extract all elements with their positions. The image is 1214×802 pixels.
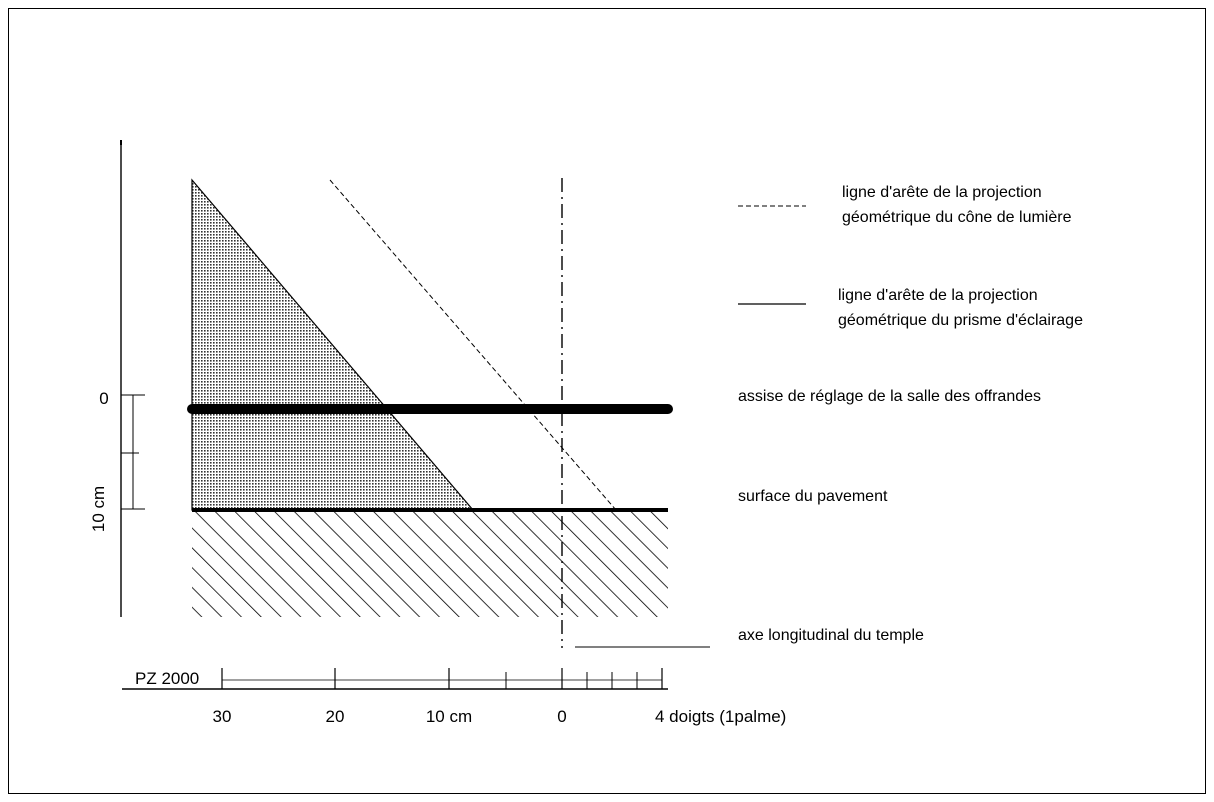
figure-frame xyxy=(8,8,1206,794)
vertical-scale-label-10cm: 10 cm xyxy=(89,486,108,532)
vertical-scale-label-0: 0 xyxy=(99,389,108,408)
legend-solid-text-1: ligne d'arête de la projection xyxy=(838,287,1038,304)
scale-caption: PZ 2000 xyxy=(135,669,199,688)
light-prism-wedge xyxy=(191,178,475,511)
vertical-scale xyxy=(121,394,145,510)
legend-dashed-text-2: géométrique du cône de lumière xyxy=(842,209,1072,226)
scale-tick-10cm: 10 cm xyxy=(426,707,472,726)
legend-pavement: surface du pavement xyxy=(738,488,888,505)
legend-temple-axis: axe longitudinal du temple xyxy=(738,627,924,644)
scale-tick-20: 20 xyxy=(326,707,345,726)
scale-tick-0: 0 xyxy=(557,707,566,726)
legend-solid-text-2: géométrique du prisme d'éclairage xyxy=(838,312,1083,329)
scale-tick-palm: 4 doigts (1palme) xyxy=(655,707,786,726)
light-cone-dashed-line xyxy=(329,179,617,511)
ground-hatched-area xyxy=(192,510,668,617)
horizontal-scale xyxy=(122,668,668,690)
legend-offering-course: assise de réglage de la salle des offran… xyxy=(738,388,1041,405)
legend-dashed-text-1: ligne d'arête de la projection xyxy=(842,184,1042,201)
scale-tick-30: 30 xyxy=(213,707,232,726)
